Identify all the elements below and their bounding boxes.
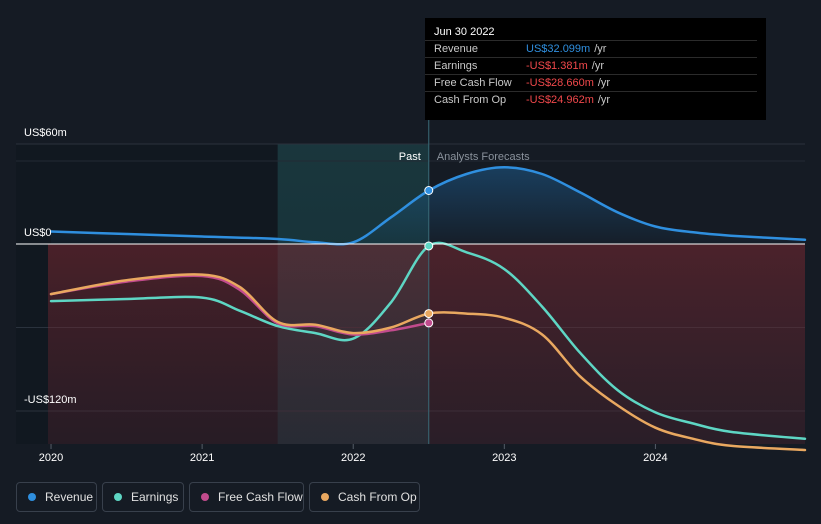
x-tick-label: 2024 [643, 452, 667, 464]
tooltip-row-earnings: Earnings -US$1.381m/yr [425, 57, 757, 75]
x-tick-label: 2021 [190, 452, 214, 464]
tooltip-label: Revenue [434, 43, 479, 55]
series-line-earnings [49, 241, 807, 441]
x-tick-label: 2020 [39, 452, 63, 464]
tooltip-value-wrap: -US$1.381m/yr [526, 60, 604, 72]
series-line-free-cash-flow [49, 274, 431, 336]
past-label: Past [399, 151, 421, 163]
x-tick-label: 2022 [341, 452, 365, 464]
legend-dot-icon [114, 493, 122, 501]
legend-label: Cash From Op [338, 490, 417, 504]
tooltip-date: Jun 30 2022 [434, 26, 495, 38]
legend-dot-icon [201, 493, 209, 501]
series-line-revenue [49, 166, 807, 246]
legend-dot-icon [28, 493, 36, 501]
tooltip-unit: /yr [597, 94, 611, 106]
tooltip-label: Earnings [434, 60, 478, 72]
legend-label: Free Cash Flow [218, 490, 303, 504]
tooltip-row-cash-from-op: Cash From Op -US$24.962m/yr [425, 91, 757, 109]
legend-dot-icon [321, 493, 329, 501]
tooltip-unit: /yr [591, 60, 604, 72]
legend-item-cash-from-op[interactable]: Cash From Op [309, 482, 420, 512]
legend-item-free-cash-flow[interactable]: Free Cash Flow [189, 482, 304, 512]
tooltip-value: -US$1.381m [526, 60, 588, 72]
tooltip-unit: /yr [597, 77, 611, 89]
forecast-label: Analysts Forecasts [437, 151, 530, 163]
legend-item-earnings[interactable]: Earnings [102, 482, 184, 512]
series-line-cash-from-op [49, 273, 807, 452]
y-axis-label: -US$120m [24, 394, 77, 406]
marker-free-cash-flow [424, 318, 434, 328]
marker-cash-from-op [424, 309, 434, 319]
tooltip-value-wrap: US$32.099m/yr [526, 43, 606, 55]
tooltip-row-free-cash-flow: Free Cash Flow -US$28.660m/yr [425, 74, 757, 92]
tooltip: Jun 30 2022 Revenue US$32.099m/yr Earnin… [425, 18, 766, 120]
legend-label: Earnings [131, 490, 179, 504]
marker-revenue [424, 186, 434, 195]
tooltip-value-wrap: -US$28.660m/yr [526, 77, 610, 89]
y-axis-label: US$60m [24, 127, 67, 139]
legend-item-revenue[interactable]: Revenue [16, 482, 97, 512]
tooltip-value: -US$28.660m [526, 77, 594, 89]
tooltip-value: -US$24.962m [526, 94, 594, 106]
legend-label: Revenue [45, 490, 94, 504]
tooltip-value-wrap: -US$24.962m/yr [526, 94, 610, 106]
negative-area-fill [48, 244, 805, 444]
tooltip-label: Cash From Op [434, 94, 507, 106]
marker-earnings [424, 241, 434, 251]
tooltip-row-revenue: Revenue US$32.099m/yr [425, 40, 757, 58]
x-tick-label: 2023 [492, 452, 516, 464]
tooltip-label: Free Cash Flow [434, 77, 512, 89]
tooltip-unit: /yr [594, 43, 607, 55]
tooltip-value: US$32.099m [526, 43, 591, 55]
y-axis-label: US$0 [24, 227, 52, 239]
revenue-area-fill [51, 167, 805, 245]
